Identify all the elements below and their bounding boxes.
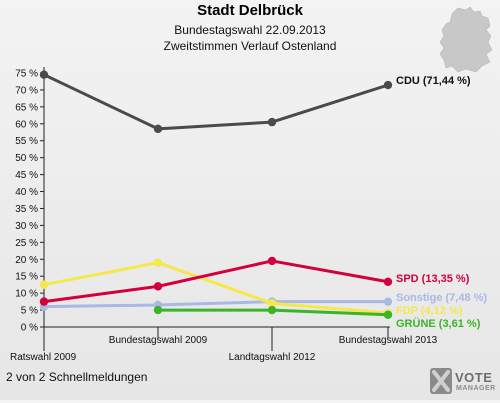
vote-x-icon	[430, 368, 452, 394]
end-label-sonstige: Sonstige (7,48 %)	[396, 292, 487, 304]
chart-subtitle-district: Zweitstimmen Verlauf Ostenland	[163, 39, 337, 53]
data-point-fdp	[267, 299, 277, 308]
x-tick-label: Bundestagswahl 2013	[339, 335, 438, 346]
y-tick-label: 70 %	[15, 85, 38, 96]
data-point-spd	[267, 256, 277, 266]
y-tick-label: 35 %	[15, 204, 38, 215]
data-point-cdu	[267, 117, 277, 127]
y-tick-label: 75 %	[15, 69, 38, 80]
data-point-cdu	[39, 70, 49, 79]
line-chart: 0 % 5 % 10 % 15 % 20 % 25 % 30 % 35 % 40 % 45 % 50…	[10, 67, 487, 363]
x-tick-label: Ratswahl 2009	[10, 352, 77, 363]
end-label-grüne: GRÜNE (3,61 %)	[396, 317, 481, 330]
series-line-spd	[42, 259, 390, 304]
data-point-grüne	[153, 305, 163, 315]
data-point-grüne	[383, 310, 393, 319]
x-tick-label: Landtagswahl 2012	[229, 352, 316, 363]
votemanager-logo: VOTE MANAGER	[428, 366, 498, 398]
chart-subtitle-election: Bundestagswahl 22.09.2013	[174, 23, 326, 37]
germany-map-icon	[439, 6, 493, 73]
y-tick-label: 25 %	[15, 238, 38, 249]
y-tick-label: 10 %	[15, 289, 38, 300]
x-tick-label: Bundestagswahl 2009	[109, 335, 208, 346]
y-tick-label: 0 %	[21, 323, 38, 334]
y-tick-label: 15 %	[15, 272, 38, 283]
end-label-spd: SPD (13,35 %)	[396, 273, 470, 285]
y-tick-label: 30 %	[15, 221, 38, 232]
y-tick-label: 5 %	[21, 306, 38, 317]
y-tick-label: 45 %	[15, 170, 38, 181]
data-point-fdp	[39, 280, 49, 289]
logo-word-manager: MANAGER	[456, 385, 496, 392]
y-tick-label: 65 %	[15, 102, 38, 113]
data-point-cdu	[153, 124, 163, 134]
y-tick-label: 60 %	[15, 119, 38, 130]
data-point-sonstige	[383, 297, 393, 306]
y-tick-label: 20 %	[15, 255, 38, 266]
data-point-spd	[153, 282, 163, 291]
y-tick-label: 50 %	[15, 153, 38, 164]
series-line-cdu	[42, 73, 390, 131]
end-label-cdu: CDU (71,44 %)	[396, 75, 471, 87]
data-point-spd	[383, 277, 393, 286]
y-tick-label: 55 %	[15, 136, 38, 147]
data-point-cdu	[383, 80, 393, 90]
report-status: 2 von 2 Schnellmeldungen	[6, 370, 148, 384]
series-line-fdp	[42, 261, 390, 315]
chart-title: Stadt Delbrück	[197, 2, 303, 19]
data-point-grüne	[267, 305, 277, 315]
series-line-sonstige	[42, 300, 390, 309]
data-point-fdp	[153, 258, 163, 267]
end-label-fdp: FDP (4,12 %)	[396, 305, 463, 317]
y-tick-label: 40 %	[15, 187, 38, 198]
logo-word-vote: VOTE	[455, 370, 493, 385]
data-point-spd	[39, 297, 49, 306]
